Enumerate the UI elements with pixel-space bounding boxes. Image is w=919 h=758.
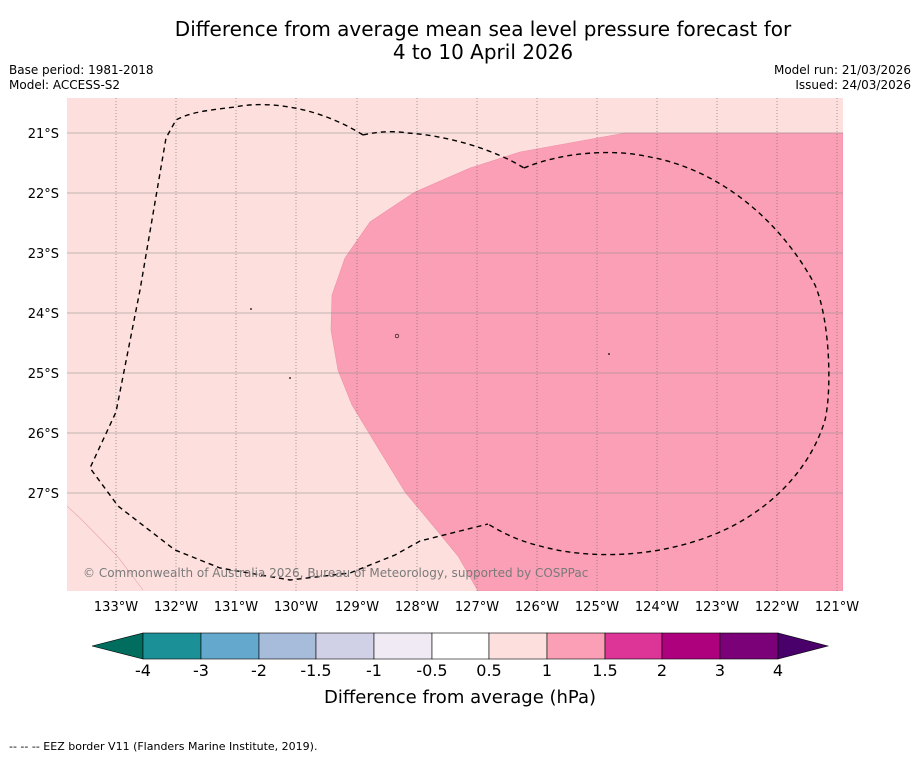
colorbar-segment [488,632,548,660]
graticule [115,98,838,591]
colorbar-segment [258,632,317,660]
colorbar-tick: 1.5 [592,661,617,680]
model-text: Model: ACCESS-S2 [9,78,121,92]
lon-label: 126°W [515,600,559,615]
lat-label: 26°S [28,427,59,442]
colorbar-tick: -1.5 [300,661,331,680]
colorbar-tick: -2 [251,661,267,680]
lon-label: 129°W [335,600,379,615]
colorbar-segment [546,632,606,660]
eez-border-west [89,103,489,581]
colorbar-tick: -4 [135,661,151,680]
lat-label: 24°S [28,307,59,322]
colorbar-segment [142,632,202,660]
colorbar-segment [719,632,779,660]
lon-label: 125°W [575,600,619,615]
meta-left: Base period: 1981-2018 Model: ACCESS-S2 [9,63,154,93]
lon-label: 132°W [154,600,198,615]
map-panel: © Commonwealth of Australia 2026, Bureau… [0,98,843,591]
colorbar-tick: -3 [193,661,209,680]
colorbar-tick: 0.5 [476,661,501,680]
island-marks [250,308,610,379]
lon-label: 123°W [695,600,739,615]
title-line-1: Difference from average mean sea level p… [174,17,792,41]
colorbar-ticks: -4 -3 -2 -1.5 -1 -0.5 0.5 1 1.5 2 3 4 [135,661,783,680]
colorbar-segment [431,632,490,660]
meta-right: Model run: 21/03/2026 Issued: 24/03/2026 [774,63,911,93]
colorbar-label: Difference from average (hPa) [324,687,596,708]
colorbar-tick: 1 [542,661,552,680]
base-period-text: Base period: 1981-2018 [9,63,154,77]
colorbar-segment [373,632,433,660]
left-edge-contour [67,505,144,591]
longitude-labels: 133°W 132°W 131°W 130°W 129°W 128°W 127°… [94,600,859,615]
lon-label: 124°W [635,600,679,615]
colorbar-arrow-low [91,632,144,660]
lon-label: 128°W [395,600,439,615]
colorbar-tick: 4 [773,661,783,680]
colorbar-segment [200,632,260,660]
model-run-text: Model run: 21/03/2026 [773,63,911,77]
chart-title: Difference from average mean sea level p… [0,18,919,64]
colorbar-tick: -0.5 [416,661,447,680]
colorbar-tick: 2 [657,661,667,680]
lon-label: 130°W [274,600,318,615]
lat-label: 25°S [28,367,59,382]
copyright-text: © Commonwealth of Australia 2026, Bureau… [83,566,588,580]
lon-label: 131°W [214,600,258,615]
title-line-2: 4 to 10 April 2026 [392,40,574,64]
lat-label: 27°S [28,487,59,502]
colorbar-segment [661,632,721,660]
colorbar: -4 -3 -2 -1.5 -1 -0.5 0.5 1 1.5 2 3 4 Di… [91,632,830,708]
colorbar-segment [315,632,375,660]
lat-lines [67,132,843,494]
lat-label: 21°S [28,127,59,142]
lat-label: 22°S [28,187,59,202]
eez-border-circle [487,151,830,556]
lon-label: 121°W [815,600,859,615]
colorbar-arrow-high [777,632,830,660]
eez-footnote: -- -- -- EEZ border V11 (Flanders Marine… [9,740,318,753]
lon-label: 133°W [94,600,138,615]
map-left-edge-band [0,98,67,591]
lat-label: 23°S [28,247,59,262]
pressure-anomaly-zone [330,132,843,591]
lon-label: 122°W [755,600,799,615]
issued-text: Issued: 24/03/2026 [795,78,911,92]
lon-label: 127°W [455,600,499,615]
eez-border-top [362,130,525,169]
colorbar-tick: 3 [715,661,725,680]
latitude-labels: 21°S 22°S 23°S 24°S 25°S 26°S 27°S [28,127,59,502]
colorbar-segment [604,632,663,660]
colorbar-tick: -1 [366,661,382,680]
